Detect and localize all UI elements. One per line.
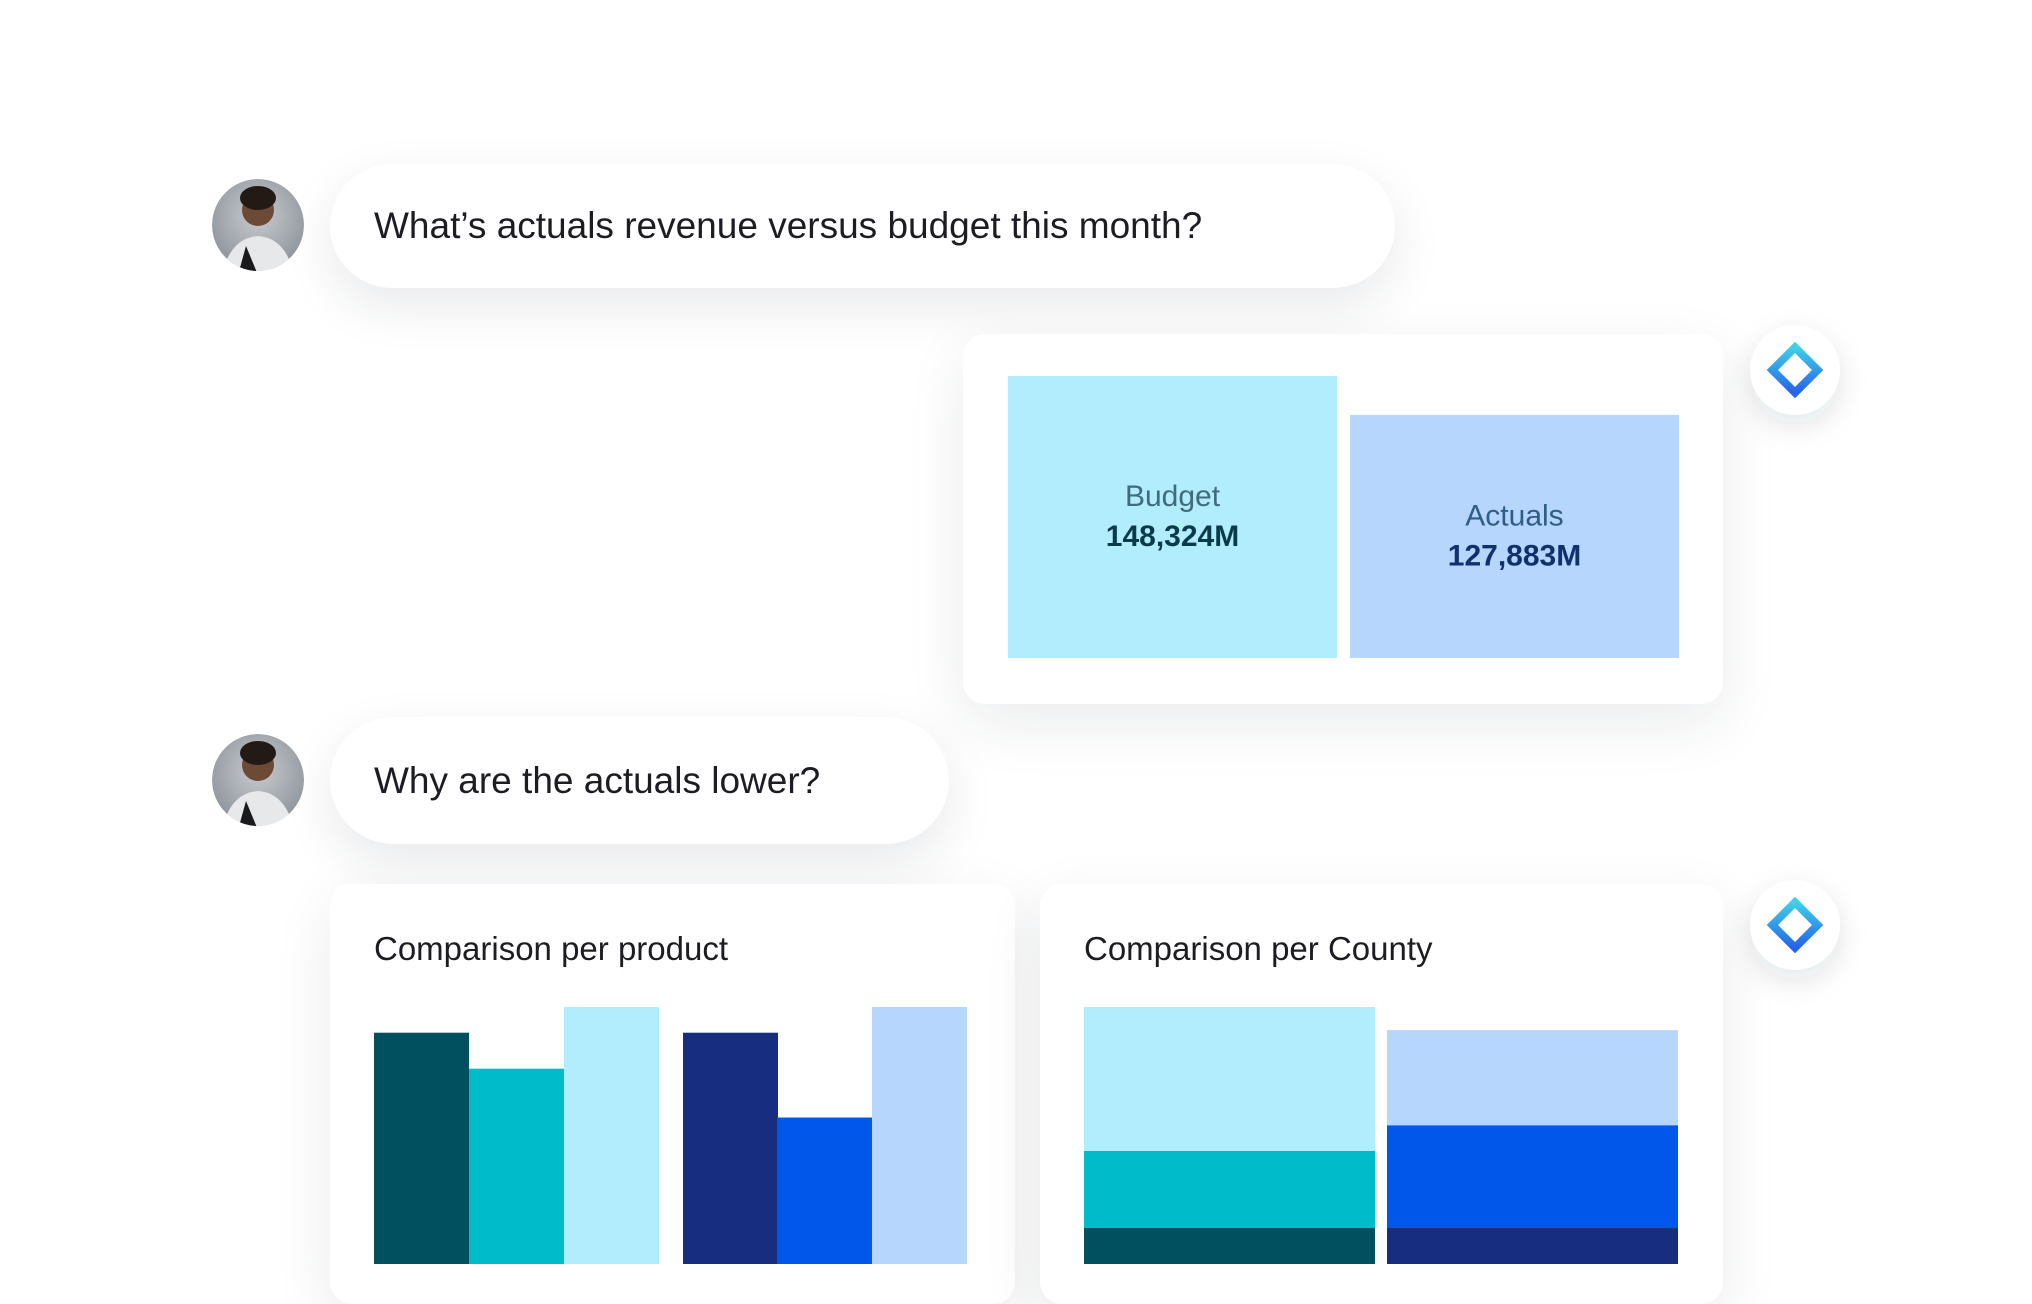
bar xyxy=(683,1032,778,1264)
page: What’s actuals revenue versus budget thi… xyxy=(212,164,1840,1264)
bar xyxy=(777,1117,872,1264)
message-bubble: Why are the actuals lower? xyxy=(330,717,949,844)
tile xyxy=(1008,376,1337,658)
message-text: What’s actuals revenue versus budget thi… xyxy=(374,205,1203,246)
assistant-icon xyxy=(1750,880,1840,970)
tile-value: 127,883M xyxy=(1448,539,1581,572)
tile xyxy=(1350,414,1679,658)
bar-segment xyxy=(1084,1150,1375,1229)
avatar xyxy=(212,734,304,826)
bar xyxy=(872,1007,967,1264)
bar-segment xyxy=(1387,1125,1678,1229)
bar-segment xyxy=(1084,1228,1375,1264)
bar xyxy=(469,1068,564,1264)
bar-segment xyxy=(1084,1007,1375,1151)
message-bubble: What’s actuals revenue versus budget thi… xyxy=(330,164,1395,288)
tile-value: 148,324M xyxy=(1106,520,1239,553)
bar-segment xyxy=(1387,1030,1678,1126)
chart-layer: Budget 148,324M Actuals 127,883M xyxy=(212,179,1840,1264)
assistant-icon xyxy=(1750,325,1840,415)
avatar xyxy=(212,179,304,271)
bar xyxy=(374,1032,469,1264)
chart-title: Comparison per County xyxy=(1084,930,1433,967)
chart-title: Comparison per product xyxy=(374,930,729,967)
message-text: Why are the actuals lower? xyxy=(374,759,821,801)
bar xyxy=(564,1007,659,1264)
tile-label: Budget xyxy=(1125,480,1221,513)
bar-segment xyxy=(1387,1228,1678,1264)
tile-label: Actuals xyxy=(1465,499,1563,532)
